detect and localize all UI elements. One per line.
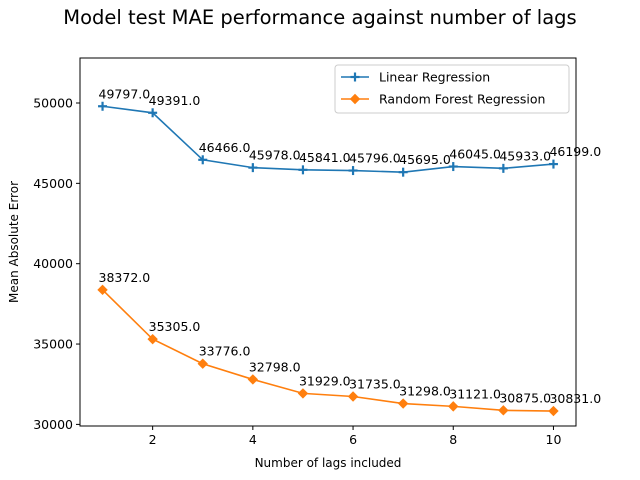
data-label-linear-regression: 45978.0 xyxy=(249,148,301,163)
data-point-linear-regression xyxy=(298,165,308,175)
data-point-linear-regression xyxy=(448,162,458,172)
data-point-linear-regression xyxy=(98,101,108,111)
legend-label-random-forest-regression: Random Forest Regression xyxy=(379,92,545,107)
data-label-random-forest-regression: 38372.0 xyxy=(99,270,151,285)
data-label-linear-regression: 46466.0 xyxy=(199,140,251,155)
data-label-random-forest-regression: 31929.0 xyxy=(299,373,351,388)
data-point-linear-regression xyxy=(398,167,408,177)
data-point-random-forest-regression xyxy=(448,401,459,412)
data-label-random-forest-regression: 31121.0 xyxy=(449,386,501,401)
series-line-linear-regression xyxy=(102,105,554,173)
legend-label-linear-regression: Linear Regression xyxy=(379,70,490,85)
data-label-random-forest-regression: 30831.0 xyxy=(549,391,601,406)
data-point-linear-regression xyxy=(248,163,258,173)
data-point-linear-regression xyxy=(548,159,558,169)
data-point-random-forest-regression xyxy=(297,388,309,399)
x-tick-label: 10 xyxy=(546,432,562,447)
legend-marker-linear-regression xyxy=(350,72,360,82)
legend: Linear Regression Random Forest Regressio… xyxy=(334,64,570,114)
data-point-linear-regression xyxy=(348,166,358,176)
x-axis-label: Number of lags included xyxy=(255,456,402,470)
data-point-random-forest-regression xyxy=(498,405,509,416)
y-tick-label: 35000 xyxy=(33,337,73,352)
data-label-linear-regression: 45695.0 xyxy=(399,152,451,167)
series-line-random-forest-regression xyxy=(101,289,554,412)
legend-marker-random-forest-regression xyxy=(349,93,361,105)
data-point-random-forest-regression xyxy=(247,374,259,385)
data-point-linear-regression xyxy=(498,163,508,173)
data-label-random-forest-regression: 30875.0 xyxy=(499,390,551,405)
data-label-random-forest-regression: 31735.0 xyxy=(349,377,401,392)
y-tick-label: 50000 xyxy=(33,95,73,110)
data-label-linear-regression: 45933.0 xyxy=(499,148,551,163)
axes-frame xyxy=(79,57,577,427)
data-point-random-forest-regression xyxy=(147,333,158,345)
data-label-random-forest-regression: 31298.0 xyxy=(399,384,451,399)
y-tick-label: 30000 xyxy=(33,417,73,432)
data-label-random-forest-regression: 33776.0 xyxy=(199,344,251,359)
x-tick-label: 4 xyxy=(249,432,257,447)
x-tick-label: 6 xyxy=(349,432,357,447)
x-tick-label: 2 xyxy=(149,432,157,447)
data-label-linear-regression: 49797.0 xyxy=(99,86,151,101)
y-tick-label: 40000 xyxy=(33,256,73,271)
chart-title: Model test MAE performance against numbe… xyxy=(63,6,577,29)
data-label-linear-regression: 45796.0 xyxy=(349,151,401,166)
y-axis-label: Mean Absolute Error xyxy=(7,181,21,303)
x-tick-label: 8 xyxy=(449,432,457,447)
data-point-random-forest-regression xyxy=(397,398,409,409)
data-label-random-forest-regression: 32798.0 xyxy=(249,359,301,374)
data-point-linear-regression xyxy=(198,155,208,165)
data-label-linear-regression: 46199.0 xyxy=(549,144,601,159)
data-point-random-forest-regression xyxy=(548,405,559,417)
data-label-random-forest-regression: 35305.0 xyxy=(149,319,201,334)
data-point-linear-regression xyxy=(148,108,158,118)
data-label-linear-regression: 45841.0 xyxy=(299,150,351,165)
data-label-linear-regression: 46045.0 xyxy=(449,147,501,162)
data-point-random-forest-regression xyxy=(197,358,208,369)
legend-box xyxy=(334,64,570,114)
data-point-random-forest-regression xyxy=(97,284,108,296)
y-tick-label: 45000 xyxy=(33,176,73,191)
data-label-linear-regression: 49391.0 xyxy=(149,93,201,108)
data-point-random-forest-regression xyxy=(347,391,359,402)
